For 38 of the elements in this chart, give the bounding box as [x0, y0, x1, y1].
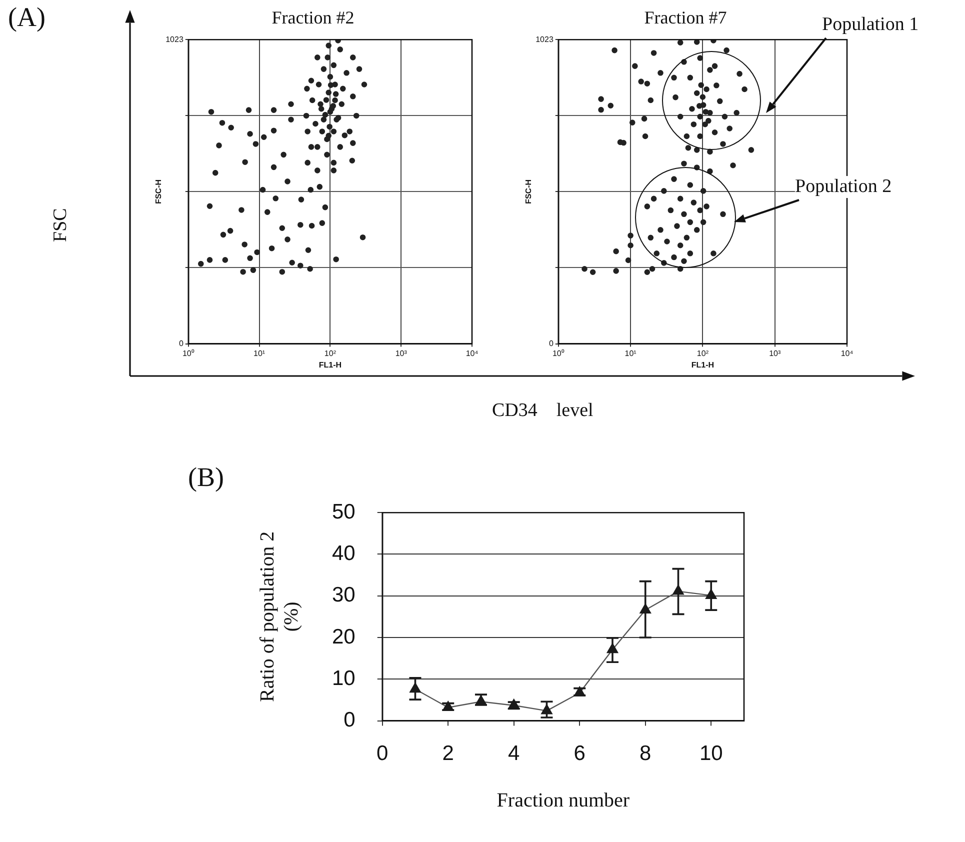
y-tick-label: 1023 — [536, 34, 554, 44]
y-tick-label: 20 — [332, 625, 356, 648]
y-axis-title: Ratio of population 2 (%) — [256, 531, 302, 702]
y-tick-label: 30 — [332, 584, 356, 607]
x-axis-title: FL1-H — [318, 360, 342, 370]
text: (A) — [8, 2, 46, 33]
x-tick-label: 10¹ — [254, 348, 266, 358]
x-tick-label: 6 — [574, 742, 586, 766]
x-tick-label: 0 — [376, 742, 388, 766]
text: Population 1 — [822, 14, 919, 36]
y-tick-label: 1023 — [166, 34, 184, 44]
x-tick-label: 8 — [640, 742, 652, 766]
y-axis-title: FSC-H — [524, 179, 534, 204]
y-tick-label: 40 — [332, 542, 356, 566]
y-tick-label: 50 — [332, 500, 356, 524]
y-tick-label: 10 — [332, 666, 356, 690]
text: (B) — [188, 462, 224, 493]
x-tick-label: 10⁴ — [840, 348, 854, 358]
x-tick-label: 10⁰ — [182, 348, 194, 358]
annotation: Population 2 — [795, 176, 892, 198]
x-tick-label: 10¹ — [624, 348, 637, 358]
x-tick-label: 2 — [442, 742, 454, 766]
x-tick-label: 4 — [508, 742, 520, 766]
y-axis-title: FSC-H — [154, 179, 164, 204]
x-axis-title: Fraction number — [496, 789, 630, 812]
x-tick-label: 10³ — [769, 348, 781, 358]
x-axis-title: FL1-H — [691, 360, 714, 370]
x-tick-label: 10⁴ — [466, 348, 479, 358]
x-tick-label: 10² — [696, 348, 709, 358]
chart-title: Fraction #2 — [272, 8, 354, 28]
text: FSC — [50, 208, 72, 242]
x-tick-label: 10² — [324, 348, 336, 358]
chart-title: Fraction #7 — [644, 8, 727, 28]
x-tick-label: 10⁰ — [552, 348, 564, 358]
x-tick-label: 10³ — [395, 348, 408, 358]
y-tick-label: 0 — [344, 708, 356, 732]
x-tick-label: 10 — [699, 742, 723, 766]
text: CD34 level — [492, 399, 594, 423]
